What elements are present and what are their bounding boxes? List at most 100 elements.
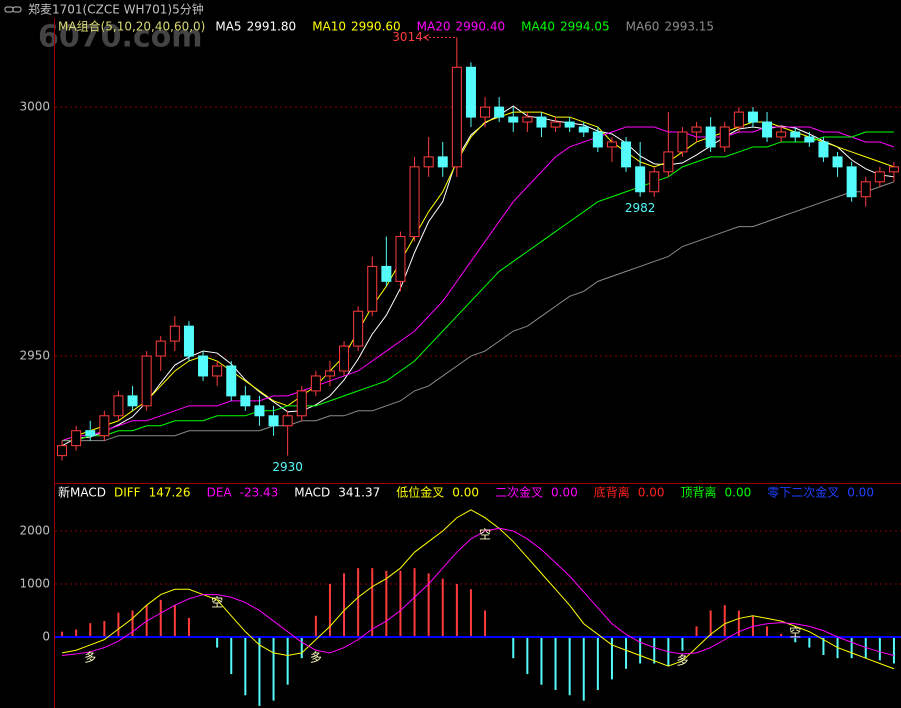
chart-title: 郑麦1701(CZCE WH701)5分钟 [28, 2, 204, 17]
candle-body [141, 355, 152, 407]
candle-body [85, 430, 96, 437]
candle-body [254, 405, 265, 417]
candle-body [127, 395, 138, 407]
price-annotation: 2982 [625, 201, 656, 215]
legend-name: MA5 [215, 20, 241, 34]
menu-icon [4, 6, 22, 13]
candle-body [198, 355, 209, 377]
y-tick-label: 1000 [19, 576, 50, 590]
candle-body [296, 390, 307, 417]
macd-line [61, 509, 895, 670]
candle-body [268, 415, 279, 427]
candle-body [606, 141, 617, 148]
candle-body [550, 121, 561, 128]
candle-body [818, 141, 829, 158]
candle-body [71, 430, 82, 447]
legend-name: DEA [207, 486, 233, 500]
legend-name: 二次金叉 [495, 485, 543, 500]
candle-body [677, 131, 688, 153]
legend-name: 低位金叉 [396, 485, 444, 500]
legend-name: MACD [294, 486, 330, 500]
candle-body [480, 106, 491, 118]
candle-body [860, 181, 871, 198]
candle-body [508, 116, 519, 123]
legend-value: 2994.05 [560, 20, 610, 34]
legend-value: 0.00 [638, 486, 665, 500]
price-annotation: 3014 [392, 30, 423, 44]
candle-body [790, 131, 801, 138]
candle-body [663, 151, 674, 173]
legend-title: MA组合(5,10,20,40,60,0) [58, 19, 205, 34]
candle-body [888, 166, 899, 173]
legend-value: 341.37 [338, 486, 380, 500]
candle-body [465, 66, 476, 118]
signal-annotation: 多 [310, 651, 322, 665]
legend-value: 2993.15 [664, 20, 714, 34]
candle-body [846, 166, 857, 198]
legend-name: 零下二次金叉 [767, 485, 839, 500]
candle-body [832, 156, 843, 168]
candle-body [395, 236, 406, 282]
price-annotation: 2930 [272, 460, 303, 474]
candle-body [578, 126, 589, 133]
candle-body [762, 121, 773, 138]
candle-body [592, 131, 603, 148]
legend-value: 0.00 [452, 486, 479, 500]
candle-body [451, 66, 462, 168]
y-tick-label: 2950 [19, 349, 50, 363]
candle-body [649, 171, 660, 193]
legend-value: 2991.80 [247, 20, 297, 34]
legend-name: MA60 [626, 20, 660, 34]
annotation-arrowhead [422, 33, 430, 41]
macd-title: 新MACD [58, 485, 106, 500]
candle-body [310, 375, 321, 392]
candle-body [155, 340, 166, 357]
candle-body [99, 415, 110, 437]
candle-body [621, 141, 632, 168]
candle-body [212, 365, 223, 377]
legend-name: DIFF [114, 486, 141, 500]
signal-annotation: 多 [676, 653, 688, 667]
candle-body [169, 325, 180, 342]
candle-body [776, 131, 787, 138]
candle-body [113, 395, 124, 417]
legend-name: MA10 [312, 20, 346, 34]
candle-body [719, 126, 730, 148]
ma-line [62, 181, 895, 442]
candle-body [353, 310, 364, 347]
candle-body [494, 106, 505, 118]
legend-value: 147.26 [149, 486, 191, 500]
y-tick-label: 2000 [19, 523, 50, 537]
legend-name: MA20 [417, 20, 451, 34]
candle-body [705, 126, 716, 148]
legend-value: 2990.60 [351, 20, 401, 34]
signal-annotation: 空 [479, 527, 491, 541]
candle-body [381, 265, 392, 282]
candle-body [691, 126, 702, 133]
legend-value: -23.43 [240, 486, 279, 500]
candle-body [747, 111, 758, 123]
candle-body [183, 325, 194, 357]
candle-body [226, 365, 237, 397]
legend-value: 0.00 [725, 486, 752, 500]
candle-body [423, 156, 434, 168]
candle-body [536, 116, 547, 128]
legend-value: 2990.40 [456, 20, 506, 34]
candle-body [339, 345, 350, 372]
candle-body [367, 265, 378, 312]
signal-annotation: 空 [211, 596, 223, 610]
legend-name: 顶背离 [680, 485, 716, 500]
candle-body [564, 121, 575, 128]
candle-body [874, 171, 885, 183]
candle-body [324, 370, 335, 377]
candle-body [635, 166, 646, 193]
macd-line [61, 527, 895, 657]
candle-body [240, 395, 251, 407]
legend-value: 0.00 [847, 486, 874, 500]
y-tick-label: 0 [42, 629, 50, 643]
legend-name: 底背离 [594, 485, 630, 500]
ma-line [62, 131, 894, 442]
signal-annotation: 空 [789, 626, 801, 640]
